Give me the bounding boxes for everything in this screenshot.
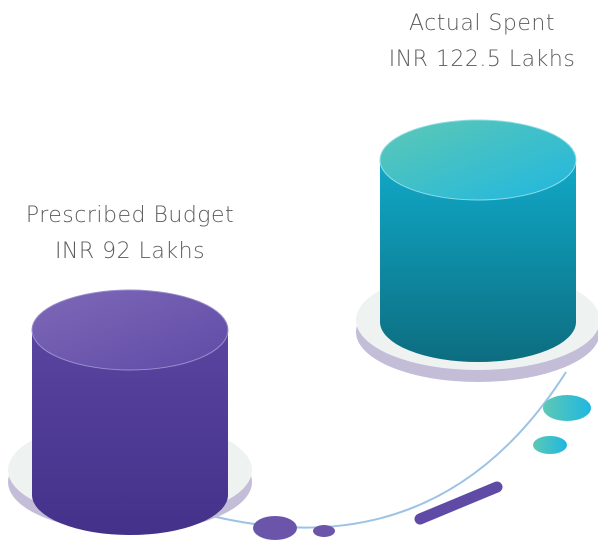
label: Actual Spent — [409, 11, 555, 36]
cylinder-top — [379, 119, 577, 201]
dot — [253, 516, 297, 540]
dash — [414, 481, 503, 525]
amount: INR 122.5 Lakhs — [389, 47, 576, 72]
connector — [211, 371, 567, 529]
cylinder-body — [32, 330, 228, 535]
dot — [313, 525, 335, 537]
dot — [533, 436, 567, 454]
label: Prescribed Budget — [26, 203, 234, 228]
cylinder-body — [380, 160, 576, 362]
amount: INR 92 Lakhs — [55, 239, 205, 264]
dot — [543, 395, 591, 421]
cylinder-top — [31, 289, 229, 371]
